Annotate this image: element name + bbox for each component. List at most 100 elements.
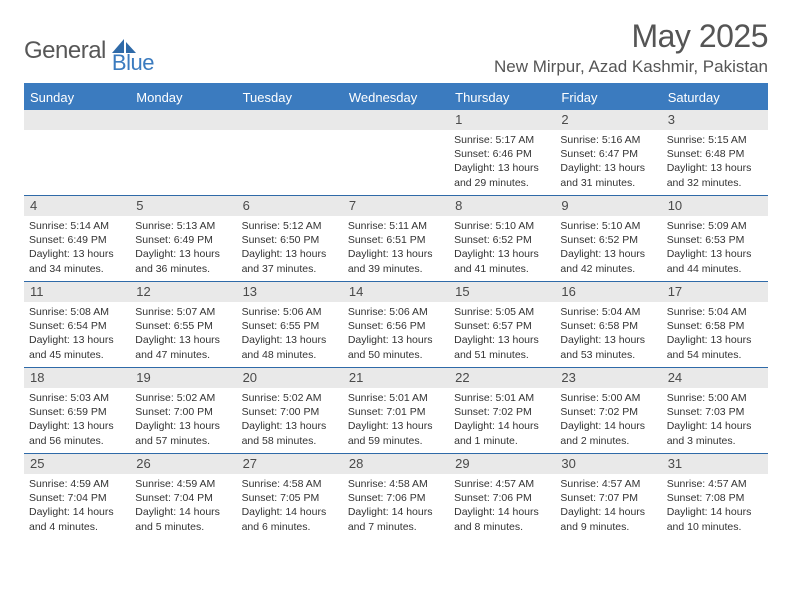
calendar-day-line: Sunrise: 5:07 AM <box>135 305 231 319</box>
calendar-day-body <box>343 130 449 138</box>
calendar-day-number <box>24 110 130 130</box>
calendar-cell: 28Sunrise: 4:58 AMSunset: 7:06 PMDayligh… <box>343 454 449 539</box>
header: General Blue May 2025 New Mirpur, Azad K… <box>24 18 768 77</box>
calendar-day-body <box>24 130 130 138</box>
calendar-day-line: and 10 minutes. <box>667 520 763 534</box>
calendar-day-line: Sunrise: 5:10 AM <box>454 219 550 233</box>
calendar-day-body: Sunrise: 5:08 AMSunset: 6:54 PMDaylight:… <box>24 302 130 367</box>
calendar-day-line: Sunset: 6:52 PM <box>560 233 656 247</box>
calendar-day-line: and 6 minutes. <box>242 520 338 534</box>
calendar-day-line: Daylight: 14 hours <box>29 505 125 519</box>
calendar-day-line: Daylight: 13 hours <box>560 161 656 175</box>
calendar-day-line: Sunrise: 5:12 AM <box>242 219 338 233</box>
calendar-cell: 8Sunrise: 5:10 AMSunset: 6:52 PMDaylight… <box>449 196 555 281</box>
calendar-week-row: 4Sunrise: 5:14 AMSunset: 6:49 PMDaylight… <box>24 196 768 282</box>
calendar-day-line: Sunset: 6:50 PM <box>242 233 338 247</box>
calendar-day-line: Sunrise: 4:57 AM <box>667 477 763 491</box>
calendar-day-line: and 51 minutes. <box>454 348 550 362</box>
calendar-day-line: and 50 minutes. <box>348 348 444 362</box>
calendar-day-body: Sunrise: 4:57 AMSunset: 7:06 PMDaylight:… <box>449 474 555 539</box>
calendar-day-line: Daylight: 13 hours <box>454 161 550 175</box>
calendar-day-line: and 5 minutes. <box>135 520 231 534</box>
calendar-day-body: Sunrise: 5:14 AMSunset: 6:49 PMDaylight:… <box>24 216 130 281</box>
calendar-cell <box>343 110 449 195</box>
calendar-day-number: 18 <box>24 368 130 388</box>
title-block: May 2025 New Mirpur, Azad Kashmir, Pakis… <box>494 18 768 77</box>
calendar-day-body: Sunrise: 5:04 AMSunset: 6:58 PMDaylight:… <box>662 302 768 367</box>
calendar-day-line: Daylight: 14 hours <box>560 419 656 433</box>
calendar-header-row: SundayMondayTuesdayWednesdayThursdayFrid… <box>24 85 768 110</box>
calendar-day-number: 22 <box>449 368 555 388</box>
calendar-day-line: Sunset: 7:06 PM <box>454 491 550 505</box>
calendar-day-line: and 56 minutes. <box>29 434 125 448</box>
calendar-day-line: Sunset: 7:04 PM <box>29 491 125 505</box>
calendar-week-row: 18 Sunrise: 5:03 AMSunset: 6:59 PM Dayligh… <box>24 368 768 454</box>
calendar-header-cell: Thursday <box>449 85 555 110</box>
calendar-day-line: Sunset: 7:06 PM <box>348 491 444 505</box>
calendar-cell: 27Sunrise: 4:58 AMSunset: 7:05 PMDayligh… <box>237 454 343 539</box>
calendar-cell: 19Sunrise: 5:02 AMSunset: 7:00 PMDayligh… <box>130 368 236 453</box>
calendar-day-number: 30 <box>555 454 661 474</box>
calendar-day-line: Sunset: 6:59 PM <box>29 405 125 419</box>
calendar-cell <box>130 110 236 195</box>
calendar-day-body: Sunrise: 5:02 AMSunset: 7:00 PMDaylight:… <box>237 388 343 453</box>
calendar-day-number <box>237 110 343 130</box>
calendar-day-line: and 39 minutes. <box>348 262 444 276</box>
calendar-week-row: 25Sunrise: 4:59 AMSunset: 7:04 PMDayligh… <box>24 454 768 539</box>
calendar-day-line: Sunset: 6:46 PM <box>454 147 550 161</box>
calendar-day-line: Sunset: 6:49 PM <box>29 233 125 247</box>
calendar-day-body: Sunrise: 4:59 AMSunset: 7:04 PMDaylight:… <box>24 474 130 539</box>
calendar-day-line: Sunrise: 5:03 AM <box>29 391 125 405</box>
calendar-day-number: 29 <box>449 454 555 474</box>
calendar-day-line: Sunset: 6:52 PM <box>454 233 550 247</box>
calendar-day-line: Daylight: 13 hours <box>29 247 125 261</box>
calendar-day-number: 15 <box>449 282 555 302</box>
calendar-day-line: Sunrise: 4:57 AM <box>560 477 656 491</box>
calendar-cell <box>237 110 343 195</box>
calendar-day-body: Sunrise: 5:00 AMSunset: 7:02 PMDaylight:… <box>555 388 661 453</box>
calendar-day-line: Sunrise: 5:16 AM <box>560 133 656 147</box>
calendar-day-line: and 48 minutes. <box>242 348 338 362</box>
calendar-day-line: Sunset: 6:53 PM <box>667 233 763 247</box>
calendar-cell: 1Sunrise: 5:17 AMSunset: 6:46 PMDaylight… <box>449 110 555 195</box>
calendar-day-number: 28 <box>343 454 449 474</box>
calendar-day-line: Daylight: 13 hours <box>667 247 763 261</box>
calendar-day-body: Sunrise: 5:15 AMSunset: 6:48 PMDaylight:… <box>662 130 768 195</box>
calendar-cell: 17Sunrise: 5:04 AMSunset: 6:58 PMDayligh… <box>662 282 768 367</box>
calendar-day-body: Sunrise: 5:06 AMSunset: 6:56 PMDaylight:… <box>343 302 449 367</box>
calendar-day-body: Sunrise: 5:17 AMSunset: 6:46 PMDaylight:… <box>449 130 555 195</box>
calendar-day-line: Sunset: 7:02 PM <box>560 405 656 419</box>
calendar-day-line: and 57 minutes. <box>135 434 231 448</box>
calendar-day-line: Daylight: 14 hours <box>667 505 763 519</box>
calendar-day-body: Sunrise: 5:10 AMSunset: 6:52 PMDaylight:… <box>555 216 661 281</box>
calendar-day-line: Sunset: 6:48 PM <box>667 147 763 161</box>
calendar-day-line: Sunrise: 4:57 AM <box>454 477 550 491</box>
calendar-day-number: 9 <box>555 196 661 216</box>
calendar-day-line: Sunset: 7:07 PM <box>560 491 656 505</box>
calendar-day-line: Sunset: 7:04 PM <box>135 491 231 505</box>
calendar-week-row: 11Sunrise: 5:08 AMSunset: 6:54 PMDayligh… <box>24 282 768 368</box>
calendar-cell: 21Sunrise: 5:01 AMSunset: 7:01 PMDayligh… <box>343 368 449 453</box>
calendar-day-line: Sunrise: 5:14 AM <box>29 219 125 233</box>
calendar-day-number: 5 <box>130 196 236 216</box>
calendar-day-line: Sunset: 6:54 PM <box>29 319 125 333</box>
logo: General Blue <box>24 26 154 76</box>
calendar-day-line: Sunrise: 4:59 AM <box>29 477 125 491</box>
logo-text-general: General <box>24 37 106 65</box>
calendar-day-number: 2 <box>555 110 661 130</box>
calendar-day-number <box>130 110 236 130</box>
calendar-day-line: Daylight: 13 hours <box>454 247 550 261</box>
calendar-cell <box>24 110 130 195</box>
calendar-day-body: Sunrise: 5:00 AMSunset: 7:03 PMDaylight:… <box>662 388 768 453</box>
calendar-day-number: 27 <box>237 454 343 474</box>
calendar-day-line: Daylight: 13 hours <box>560 333 656 347</box>
calendar-cell: 22Sunrise: 5:01 AMSunset: 7:02 PMDayligh… <box>449 368 555 453</box>
calendar-day-line: Daylight: 13 hours <box>135 419 231 433</box>
calendar-day-line: Sunrise: 5:00 AM <box>667 391 763 405</box>
calendar-header-cell: Wednesday <box>343 85 449 110</box>
calendar-day-line: Sunset: 6:47 PM <box>560 147 656 161</box>
calendar-day-line: Sunset: 6:57 PM <box>454 319 550 333</box>
calendar-cell: 26Sunrise: 4:59 AMSunset: 7:04 PMDayligh… <box>130 454 236 539</box>
calendar-cell: 20Sunrise: 5:02 AMSunset: 7:00 PMDayligh… <box>237 368 343 453</box>
calendar-day-line: Sunset: 6:49 PM <box>135 233 231 247</box>
